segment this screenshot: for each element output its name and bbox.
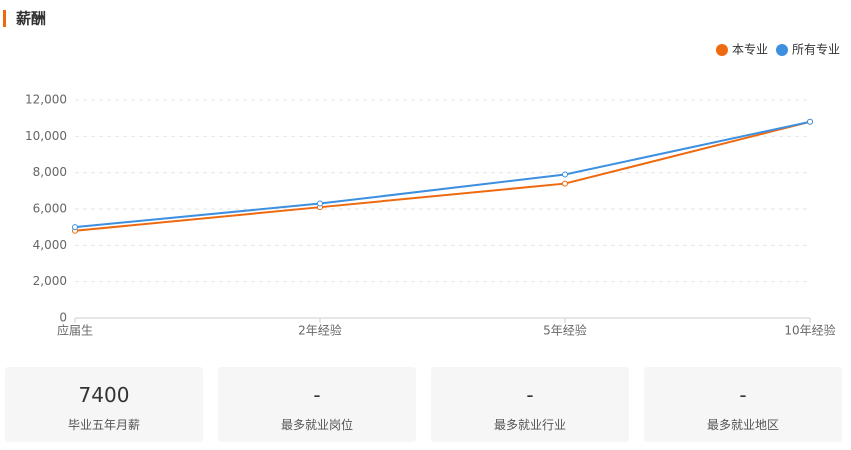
legend-label: 本专业 — [732, 42, 768, 57]
chart: 薪酬 0 2,000 4,000 6,000 8,000 10,000 12,000 应届生 2… — [3, 10, 840, 338]
stat-card: - 最多就业岗位 — [218, 367, 416, 442]
y-tick-label: 0 — [59, 311, 67, 325]
card-label: 最多就业行业 — [493, 418, 566, 432]
card-label: 毕业五年月薪 — [67, 418, 140, 432]
stat-card: - 最多就业行业 — [431, 367, 629, 442]
title-bar — [3, 10, 6, 27]
y-tick-label: 6,000 — [33, 202, 67, 216]
card-value: - — [526, 383, 534, 407]
card-value: - — [739, 383, 747, 407]
y-tick-label: 12,000 — [25, 93, 67, 107]
card-value: - — [313, 383, 321, 407]
point — [562, 180, 568, 187]
card-label: 最多就业地区 — [706, 418, 779, 432]
stat-card: 7400 毕业五年月薪 — [5, 367, 203, 442]
point — [317, 200, 323, 207]
point — [72, 224, 78, 231]
point — [807, 118, 813, 125]
y-tick-label: 4,000 — [33, 238, 67, 252]
card-value: 7400 — [78, 383, 130, 407]
y-tick-label: 10,000 — [25, 129, 67, 143]
chart-title: 薪酬 — [16, 10, 46, 28]
legend-label: 所有专业 — [792, 42, 840, 57]
stat-card: - 最多就业地区 — [644, 367, 842, 442]
x-tick-label: 5年经验 — [543, 323, 587, 338]
card-label: 最多就业岗位 — [280, 418, 353, 432]
x-tick-label: 应届生 — [57, 323, 93, 338]
x-tick-label: 10年经验 — [784, 323, 835, 338]
legend-dot — [775, 44, 788, 56]
y-tick-label: 2,000 — [33, 274, 67, 288]
x-tick-label: 2年经验 — [298, 323, 342, 338]
series-line — [74, 120, 811, 232]
point — [562, 171, 568, 178]
legend-dot — [715, 44, 728, 56]
y-tick-label: 8,000 — [33, 165, 67, 179]
series-line — [74, 120, 811, 229]
